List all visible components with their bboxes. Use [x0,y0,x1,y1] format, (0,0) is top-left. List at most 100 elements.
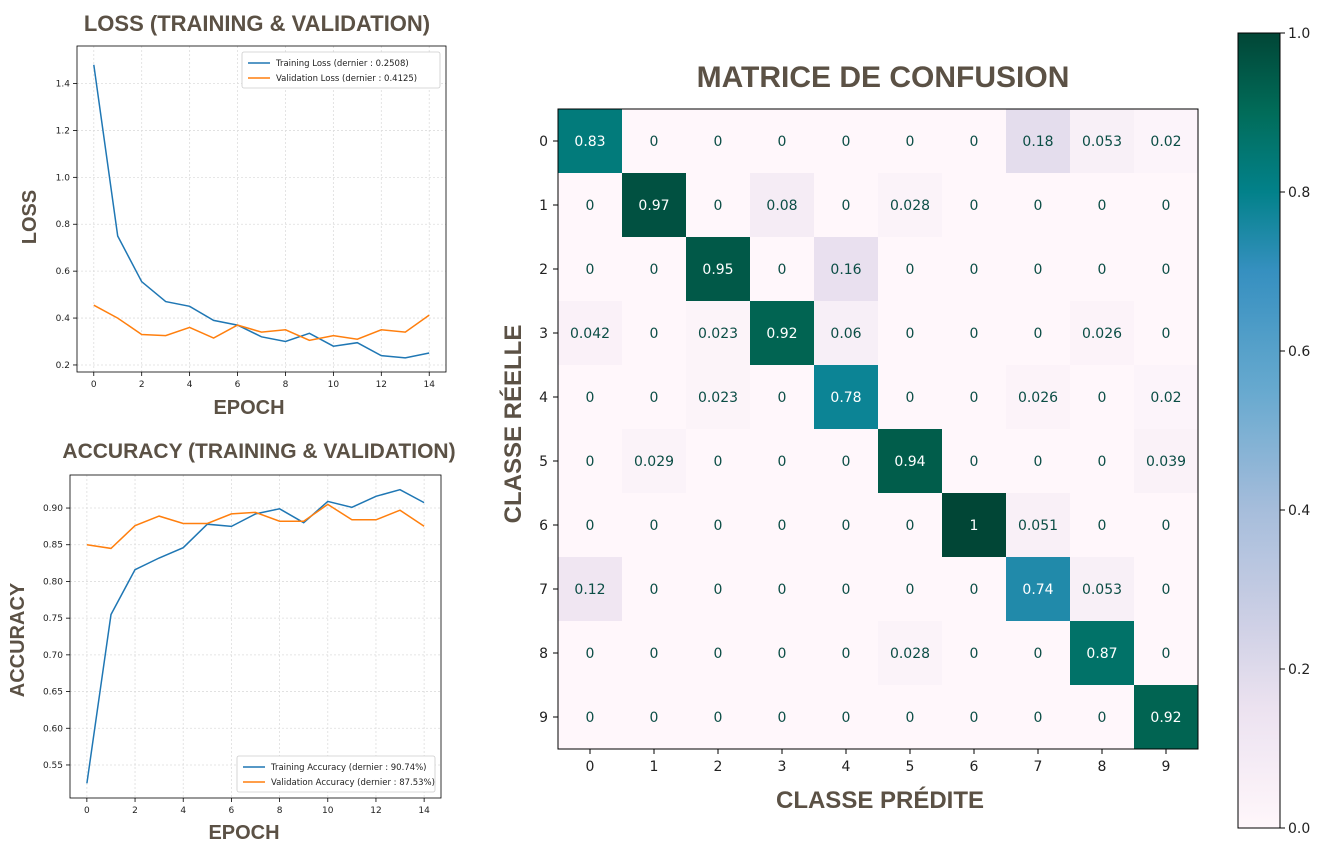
heatmap-cell-label: 0 [1162,646,1171,662]
heatmap-cell-label: 0.78 [830,390,861,406]
heatmap-cell-label: 0.97 [638,198,669,214]
heatmap-cell [622,237,686,301]
colorbar-tick-label: 0.8 [1288,185,1310,201]
heatmap-cell [878,301,942,365]
heatmap-cell-label: 0 [714,646,723,662]
heatmap-cell [1070,429,1134,493]
heatmap-cell-label: 0 [1034,198,1043,214]
heatmap-xtick-label: 4 [842,759,851,775]
heatmap-cell [686,621,750,685]
confusion-matrix-ylabel: CLASSE RÉELLE [499,325,527,524]
heatmap-cell [750,557,814,621]
acc-ytick-label: 0.75 [43,614,63,624]
acc-legend-label-0: Training Accuracy (dernier : 90.74%) [270,763,427,773]
heatmap-cell-label: 0 [842,198,851,214]
heatmap-cell [1134,301,1198,365]
heatmap-cell-label: 0 [1162,198,1171,214]
heatmap-cell-label: 0.051 [1018,518,1058,534]
heatmap-cell-label: 0.028 [890,198,930,214]
heatmap-cell-label: 0 [586,646,595,662]
heatmap-cell [878,109,942,173]
heatmap-xtick-label: 5 [906,759,915,775]
heatmap-ytick-label: 9 [539,710,548,726]
heatmap-cell-label: 0.18 [1022,134,1053,150]
heatmap-cell [558,237,622,301]
acc-xtick-label: 8 [277,806,283,816]
colorbar-tick-label: 1.0 [1288,26,1310,42]
loss-xtick-label: 4 [187,380,193,390]
colorbar-tick-label: 0.0 [1288,821,1310,837]
heatmap-xtick-label: 7 [1034,759,1043,775]
heatmap-cell [1070,557,1134,621]
heatmap-cell-label: 0 [1098,390,1107,406]
heatmap-cell [1134,685,1198,749]
heatmap-cell-label: 0.95 [702,262,733,278]
heatmap-cell [558,109,622,173]
heatmap-cell [750,685,814,749]
heatmap-cell [878,237,942,301]
heatmap-cell [558,429,622,493]
heatmap-cell-label: 0 [778,134,787,150]
loss-legend-label-1: Validation Loss (dernier : 0.4125) [276,74,417,84]
loss-series-line-1 [93,304,430,342]
colorbar-gradient [1237,32,1281,829]
acc-series-line-1 [86,503,425,550]
heatmap-cell-label: 0.08 [766,198,797,214]
heatmap-cell [622,557,686,621]
heatmap-cell [686,685,750,749]
heatmap-cell-label: 0 [650,390,659,406]
heatmap-cell [558,301,622,365]
heatmap-cell-label: 0 [970,262,979,278]
heatmap-cell [558,621,622,685]
heatmap-cell-label: 0 [714,582,723,598]
loss-xtick-label: 12 [376,380,387,390]
heatmap-cell [750,237,814,301]
heatmap-cell [878,493,942,557]
heatmap-cell [558,173,622,237]
heatmap-ytick-label: 5 [539,454,548,470]
acc-xtick-label: 14 [418,806,430,816]
heatmap-cell-label: 0 [714,710,723,726]
heatmap-cell-label: 0 [1034,710,1043,726]
heatmap-frame [557,108,1199,750]
heatmap-cell-label: 0 [650,710,659,726]
heatmap-cell [622,365,686,429]
heatmap-cell-label: 0 [1098,518,1107,534]
heatmap-cell [622,685,686,749]
heatmap-cell [750,109,814,173]
loss-chart: 0 2 4 6 8 10 12 14 0.2 0.4 0.6 0.8 1.0 1.2 1.4 Training… [56,45,447,390]
loss-xtick-label: 6 [235,380,241,390]
heatmap-cell [942,621,1006,685]
heatmap-cell-label: 0 [1034,262,1043,278]
heatmap-cell [750,173,814,237]
heatmap-cell-label: 0 [1098,454,1107,470]
colorbar-tick-label: 0.6 [1288,344,1310,360]
heatmap-cell-label: 0 [778,454,787,470]
heatmap-cell [942,493,1006,557]
heatmap-cell [686,429,750,493]
heatmap-cell [1006,301,1070,365]
loss-chart-title: LOSS (TRAINING & VALIDATION) [84,11,430,36]
heatmap-cell-label: 0 [842,582,851,598]
heatmap-cell-label: 0.023 [698,326,738,342]
loss-chart-xlabel: EPOCH [213,397,284,419]
heatmap-cell [878,173,942,237]
heatmap-cell [1134,109,1198,173]
heatmap-cell [750,621,814,685]
heatmap-cell-label: 0.16 [830,262,861,278]
heatmap-cell-label: 0 [778,646,787,662]
heatmap-cell [878,685,942,749]
heatmap-cell-label: 0.023 [698,390,738,406]
heatmap-cell [1134,621,1198,685]
heatmap-cell-label: 0 [1162,582,1171,598]
heatmap-cell-label: 0.028 [890,646,930,662]
confusion-matrix-xlabel: CLASSE PRÉDITE [776,786,984,814]
heatmap-cell-label: 0 [778,582,787,598]
heatmap-ytick-label: 1 [539,198,548,214]
heatmap-ytick-label: 4 [539,390,548,406]
heatmap-cell [878,557,942,621]
heatmap-cell-label: 0 [586,710,595,726]
heatmap-ytick-label: 2 [539,262,548,278]
heatmap-cell-label: 0 [1034,326,1043,342]
